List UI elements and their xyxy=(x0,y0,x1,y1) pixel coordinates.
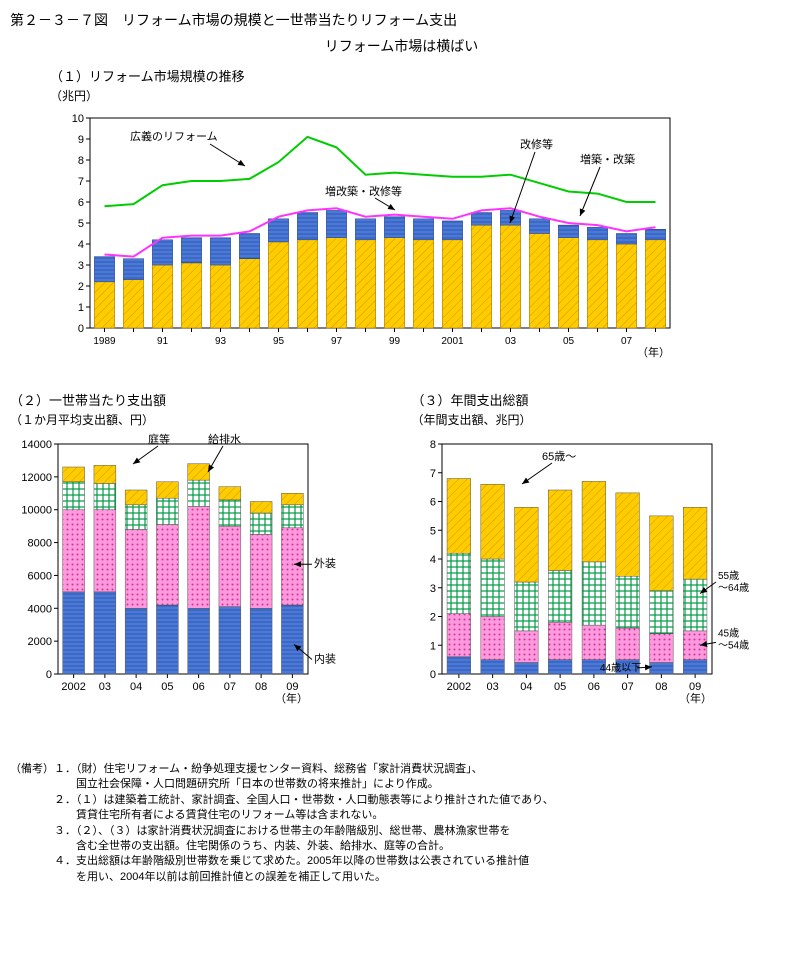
svg-text:7: 7 xyxy=(429,468,435,480)
svg-text:08: 08 xyxy=(255,681,267,693)
chart1-unit: （兆円） xyxy=(50,87,793,104)
chart1-title: （１）リフォーム市場規模の推移 xyxy=(50,66,793,85)
svg-text:給排水: 給排水 xyxy=(208,432,241,446)
svg-text:8: 8 xyxy=(429,439,435,451)
chart2-unit: （１か月平均支出額、円） xyxy=(10,411,392,428)
svg-text:9: 9 xyxy=(78,134,84,146)
svg-text:07: 07 xyxy=(621,681,633,693)
svg-text:65歳～: 65歳～ xyxy=(542,450,576,463)
svg-text:増築・改築: 増築・改築 xyxy=(580,152,635,166)
svg-text:～54歳: ～54歳 xyxy=(718,640,749,652)
svg-text:12000: 12000 xyxy=(21,472,52,484)
svg-text:07: 07 xyxy=(621,336,633,347)
svg-text:（年）: （年） xyxy=(275,691,308,705)
svg-text:5: 5 xyxy=(78,218,84,230)
svg-text:2002: 2002 xyxy=(61,681,85,693)
svg-text:05: 05 xyxy=(563,336,575,347)
svg-text:2001: 2001 xyxy=(441,336,464,347)
svg-text:～64歳: ～64歳 xyxy=(718,582,749,594)
svg-text:55歳: 55歳 xyxy=(718,570,739,582)
svg-text:2002: 2002 xyxy=(446,681,470,693)
svg-text:外装: 外装 xyxy=(314,557,336,570)
svg-text:45歳: 45歳 xyxy=(718,628,739,640)
svg-text:09: 09 xyxy=(286,681,298,693)
svg-text:4000: 4000 xyxy=(28,603,52,615)
chart2: 0 2000 4000 6000 8000 10000 12000 14000 2002 03 04… xyxy=(10,432,392,712)
svg-text:04: 04 xyxy=(520,681,532,693)
svg-text:4: 4 xyxy=(78,239,84,251)
svg-text:44歳以下: 44歳以下 xyxy=(600,662,641,674)
chart3-title: （３）年間支出総額 xyxy=(412,390,794,409)
chart3-unit: （年間支出額、兆円） xyxy=(412,411,794,428)
svg-text:03: 03 xyxy=(486,681,498,693)
svg-text:09: 09 xyxy=(689,681,701,693)
svg-text:1989: 1989 xyxy=(93,336,116,347)
main-title: 第２－３－７図 リフォーム市場の規模と一世帯当たりリフォーム支出 xyxy=(10,10,793,30)
svg-text:06: 06 xyxy=(587,681,599,693)
subtitle: リフォーム市場は横ばい xyxy=(10,36,793,56)
svg-text:07: 07 xyxy=(224,681,236,693)
svg-text:7: 7 xyxy=(78,176,84,188)
svg-text:8000: 8000 xyxy=(28,538,52,550)
svg-text:3: 3 xyxy=(78,260,84,272)
chart2-title: （２）一世帯当たり支出額 xyxy=(10,390,392,409)
svg-text:6: 6 xyxy=(429,497,435,509)
svg-text:改修等: 改修等 xyxy=(520,137,553,151)
svg-text:1: 1 xyxy=(429,640,435,652)
svg-text:広義のリフォーム: 広義のリフォーム xyxy=(130,129,218,143)
svg-text:2: 2 xyxy=(78,281,84,293)
svg-text:03: 03 xyxy=(505,336,517,347)
svg-text:（年）: （年） xyxy=(679,691,712,705)
svg-text:05: 05 xyxy=(554,681,566,693)
svg-text:08: 08 xyxy=(655,681,667,693)
svg-text:3: 3 xyxy=(429,583,435,595)
notes: （備考）１．（財）住宅リフォーム・紛争処理支援センター資料、総務省「家計消費状況… xyxy=(10,762,793,885)
svg-text:05: 05 xyxy=(161,681,173,693)
chart3: 0 1 2 3 4 5 6 7 8 2002 03 04 05 06 07 08 09（年） 65歳～ 55歳～64… xyxy=(412,432,794,712)
svg-text:2000: 2000 xyxy=(28,636,52,648)
svg-text:91: 91 xyxy=(157,336,169,347)
svg-text:（年）: （年） xyxy=(637,345,670,359)
svg-text:0: 0 xyxy=(78,323,84,335)
svg-text:93: 93 xyxy=(215,336,227,347)
svg-text:内装: 内装 xyxy=(314,652,336,666)
svg-text:10000: 10000 xyxy=(21,505,52,517)
svg-text:06: 06 xyxy=(193,681,205,693)
chart1: 0 1 2 3 4 5 6 7 8 9 10 1989 91 93 95 97 99 2001 03 05 07 （年） 広… xyxy=(50,108,793,368)
svg-text:03: 03 xyxy=(99,681,111,693)
svg-text:0: 0 xyxy=(429,669,435,681)
svg-text:14000: 14000 xyxy=(21,439,52,451)
svg-text:99: 99 xyxy=(389,336,401,347)
svg-text:10: 10 xyxy=(72,113,84,125)
svg-text:2: 2 xyxy=(429,612,435,624)
svg-text:5: 5 xyxy=(429,525,435,537)
svg-text:増改築・改修等: 増改築・改修等 xyxy=(325,184,402,198)
svg-text:庭等: 庭等 xyxy=(148,432,170,446)
svg-text:95: 95 xyxy=(273,336,285,347)
svg-text:6: 6 xyxy=(78,197,84,209)
svg-text:8: 8 xyxy=(78,155,84,167)
svg-text:0: 0 xyxy=(46,669,52,681)
svg-text:1: 1 xyxy=(78,302,84,314)
svg-text:97: 97 xyxy=(331,336,343,347)
svg-text:6000: 6000 xyxy=(28,570,52,582)
svg-text:4: 4 xyxy=(429,554,435,566)
svg-text:04: 04 xyxy=(130,681,142,693)
